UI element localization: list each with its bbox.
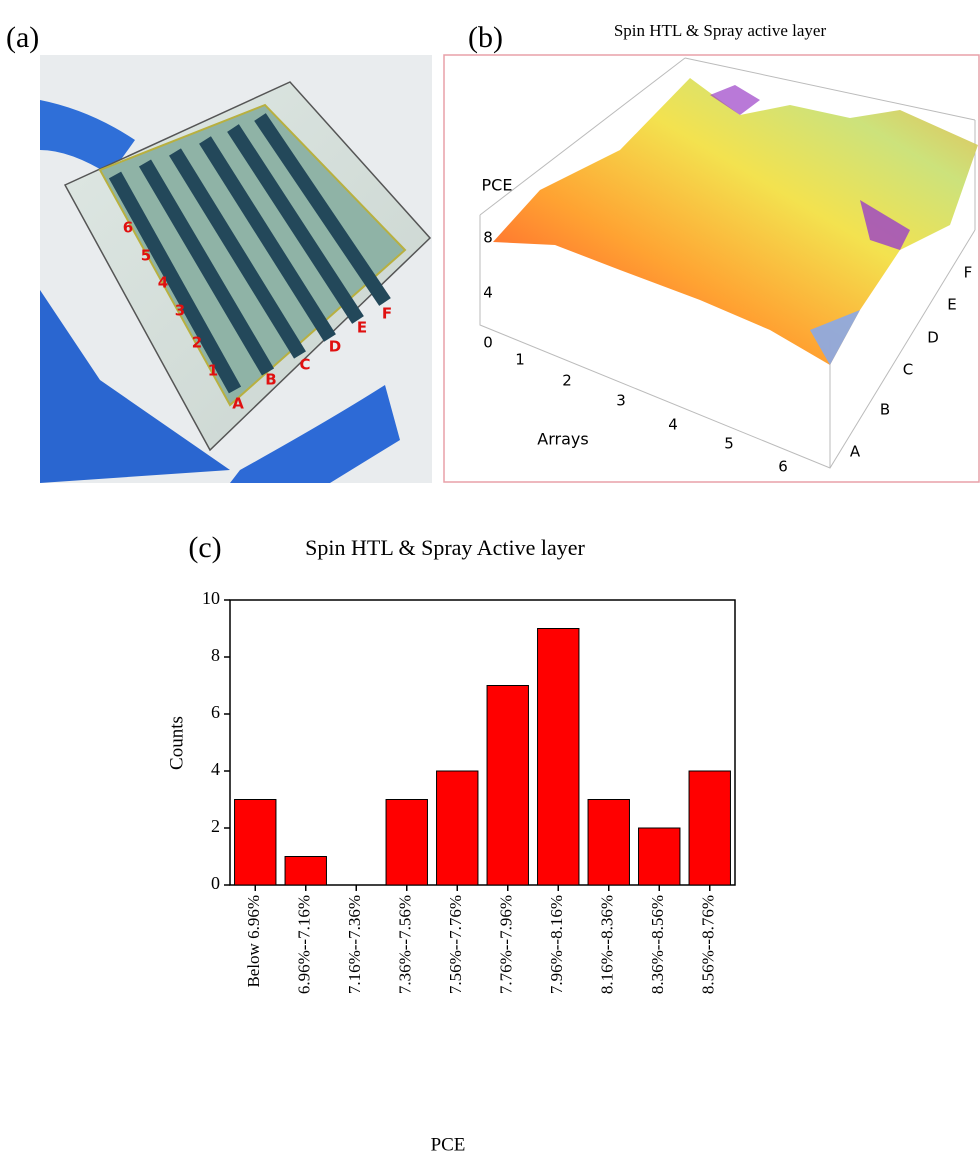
x-tick-label: 8.36%--8.56% [648,895,667,994]
x-tick-label: 6.96%--7.16% [295,895,314,994]
x-tick-label: 5 [724,435,734,453]
x-tick-label: 7.76%--7.96% [497,895,516,994]
y-tick-label: B [880,401,890,419]
x-tick-label: 4 [668,416,678,434]
bar [285,857,326,886]
column-label: F [382,305,392,323]
y-tick-label: F [964,264,973,282]
bar [689,771,730,885]
y-tick-label: D [927,329,939,347]
y-tick-label: A [850,443,861,461]
y-tick-label: E [947,296,956,314]
surface-plot [444,55,979,482]
row-label: 2 [192,334,202,352]
x-tick-label: 8.56%--8.76% [699,895,718,994]
x-tick-label: 6 [778,458,788,476]
y-tick-label: 10 [202,588,220,608]
y-tick-label: C [903,361,913,379]
bar [538,629,579,886]
y-tick-label: 2 [211,816,220,836]
column-label: C [299,356,310,374]
column-label: B [265,371,276,389]
z-axis-label: PCE [482,176,513,195]
bar [437,771,478,885]
bar [235,800,276,886]
x-tick-label: 3 [616,392,626,410]
panel-label: (b) [468,21,503,54]
z-tick-label: 4 [483,284,493,302]
x-tick-label: 7.56%--7.76% [446,895,465,994]
y-tick-label: 6 [211,702,220,722]
z-tick-label: 0 [483,334,493,352]
x-axis-label: PCE [431,1134,466,1155]
x-tick-label: 8.16%--8.36% [598,895,617,994]
bar [588,800,629,886]
row-label: 1 [208,362,218,380]
chart-title: Spin HTL & Spray Active layer [305,535,585,560]
bar [639,828,680,885]
z-tick-label: 8 [483,229,493,247]
x-axis-label: Arrays [537,430,588,449]
photo [40,55,432,483]
y-tick-label: 8 [211,645,220,665]
bar [487,686,528,886]
chart-title: Spin HTL & Spray active layer [614,21,827,40]
panel-label: (c) [188,531,221,564]
bar [386,800,427,886]
figure: (a) (b) Spin HTL & Spray active layer PC… [0,0,980,1157]
y-tick-label: 4 [211,759,220,779]
x-tick-label: 1 [515,351,525,369]
x-tick-label: 7.96%--8.16% [547,895,566,994]
x-tick-label: Below 6.96% [244,895,263,988]
row-label: 5 [141,247,151,265]
column-label: E [357,319,367,337]
column-label: D [329,338,341,356]
x-tick-label: 7.16%--7.36% [345,895,364,994]
column-label: A [232,395,244,413]
y-tick-label: 0 [211,873,220,893]
panel-label: (a) [6,21,39,54]
row-label: 3 [175,302,185,320]
row-label: 6 [123,219,133,237]
y-axis-label: Counts [166,716,187,770]
x-tick-label: 7.36%--7.56% [396,895,415,994]
row-label: 4 [158,274,168,292]
x-tick-label: 2 [562,372,572,390]
